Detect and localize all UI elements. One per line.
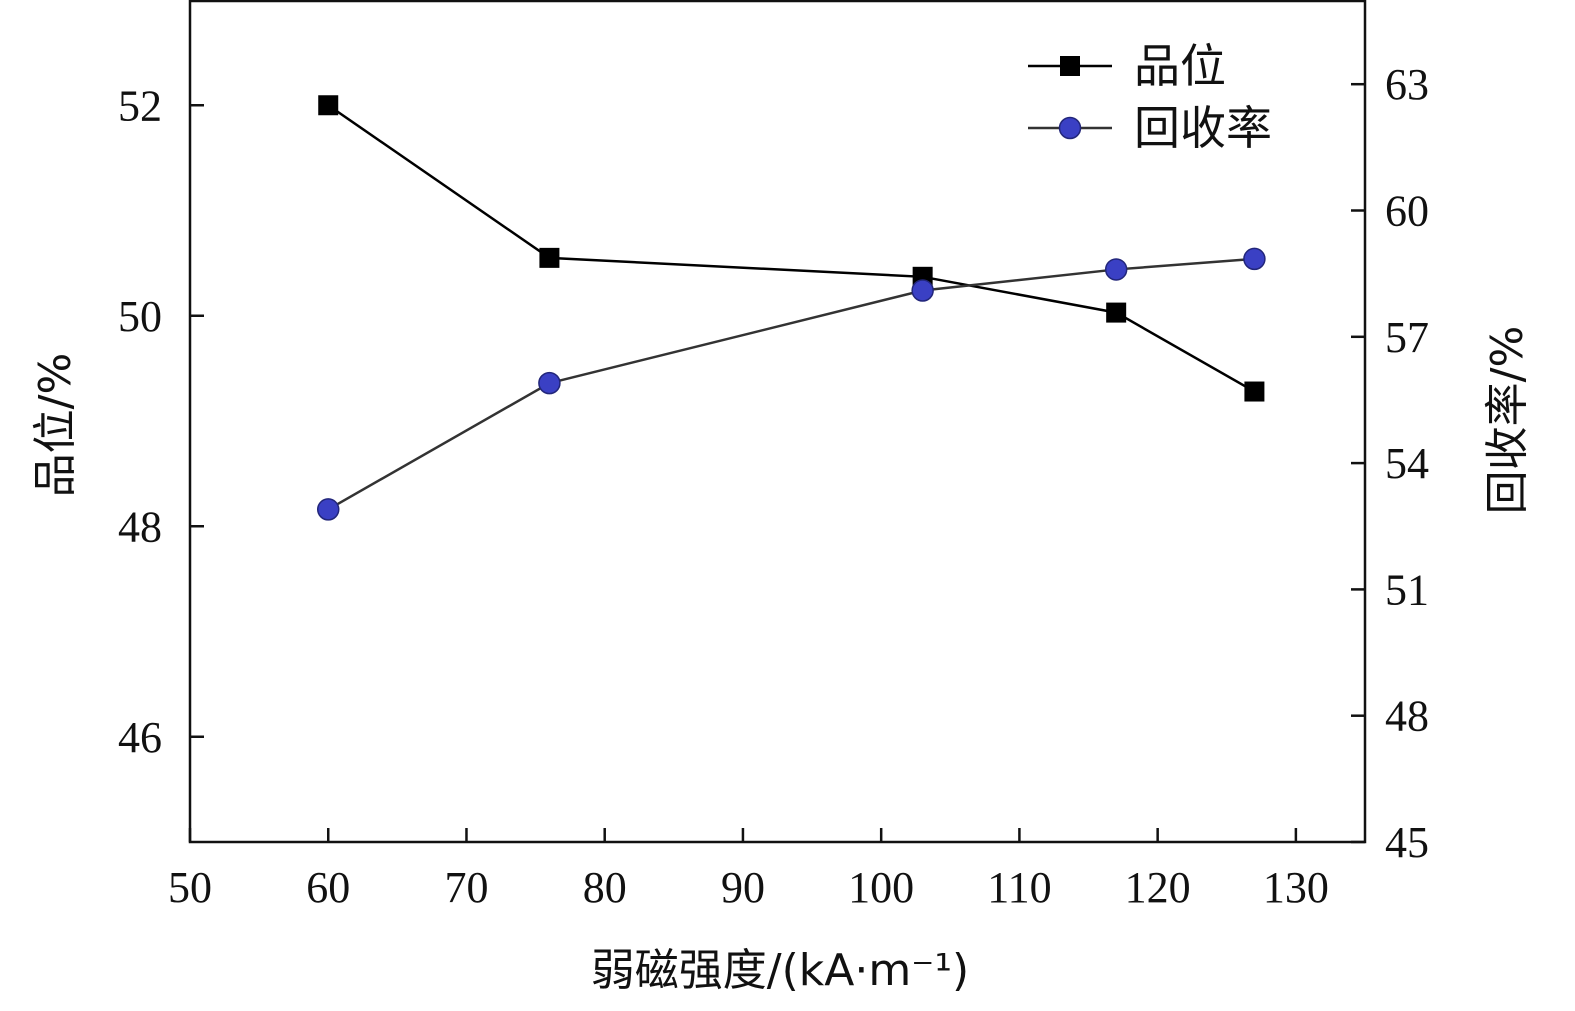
right-y-axis-title: 回收率/%	[1482, 326, 1533, 515]
data-point-circle	[316, 498, 340, 521]
right-y-tick-label: 51	[1385, 565, 1429, 614]
data-point-circle	[1104, 258, 1128, 281]
plot-frame	[188, 0, 1367, 844]
x-tick-label: 120	[1125, 863, 1191, 912]
data-point-circle	[1243, 247, 1266, 271]
data-point-circle	[538, 371, 561, 395]
x-tick-label: 130	[1263, 863, 1329, 912]
left-y-axis-title: 品位/%	[30, 353, 81, 498]
series-line-2	[327, 257, 1255, 511]
legend-label: 品位	[1134, 39, 1226, 93]
right-y-tick-label: 60	[1385, 187, 1429, 236]
x-tick-label: 80	[583, 863, 627, 912]
right-y-tick-label: 63	[1385, 60, 1429, 109]
series-line-1	[327, 104, 1256, 393]
data-point-square	[1106, 302, 1127, 323]
data-point-square	[318, 95, 339, 116]
left-y-tick-label: 52	[118, 81, 162, 130]
right-y-tick-label: 45	[1385, 818, 1429, 867]
legend-marker-square	[1060, 56, 1080, 76]
legend-marker-circle	[1058, 116, 1082, 140]
left-y-tick-label: 50	[118, 292, 162, 341]
right-y-tick-label: 57	[1385, 313, 1429, 362]
data-point-square	[1244, 381, 1265, 402]
axes: 50 60 70 80 90 100 110 120 130 46 48 50 52 45 48 51 54 57…	[118, 0, 1429, 912]
x-tick-label: 100	[848, 863, 914, 912]
left-y-tick-label: 48	[118, 502, 162, 551]
x-axis-title: 弱磁强度/(kA·m⁻¹)	[591, 945, 969, 996]
x-tick-label: 60	[306, 863, 350, 912]
data-point-square	[539, 247, 560, 268]
x-tick-label: 110	[987, 863, 1051, 912]
x-tick-label: 70	[444, 863, 488, 912]
x-tick-label: 50	[168, 863, 212, 912]
right-y-tick-label: 48	[1385, 692, 1429, 741]
series-layer	[316, 95, 1266, 521]
legend-label: 回收率	[1134, 101, 1272, 155]
right-y-tick-label: 54	[1385, 439, 1429, 488]
data-point-circle	[911, 279, 934, 302]
left-y-tick-label: 46	[118, 713, 162, 762]
x-tick-label: 90	[721, 863, 765, 912]
